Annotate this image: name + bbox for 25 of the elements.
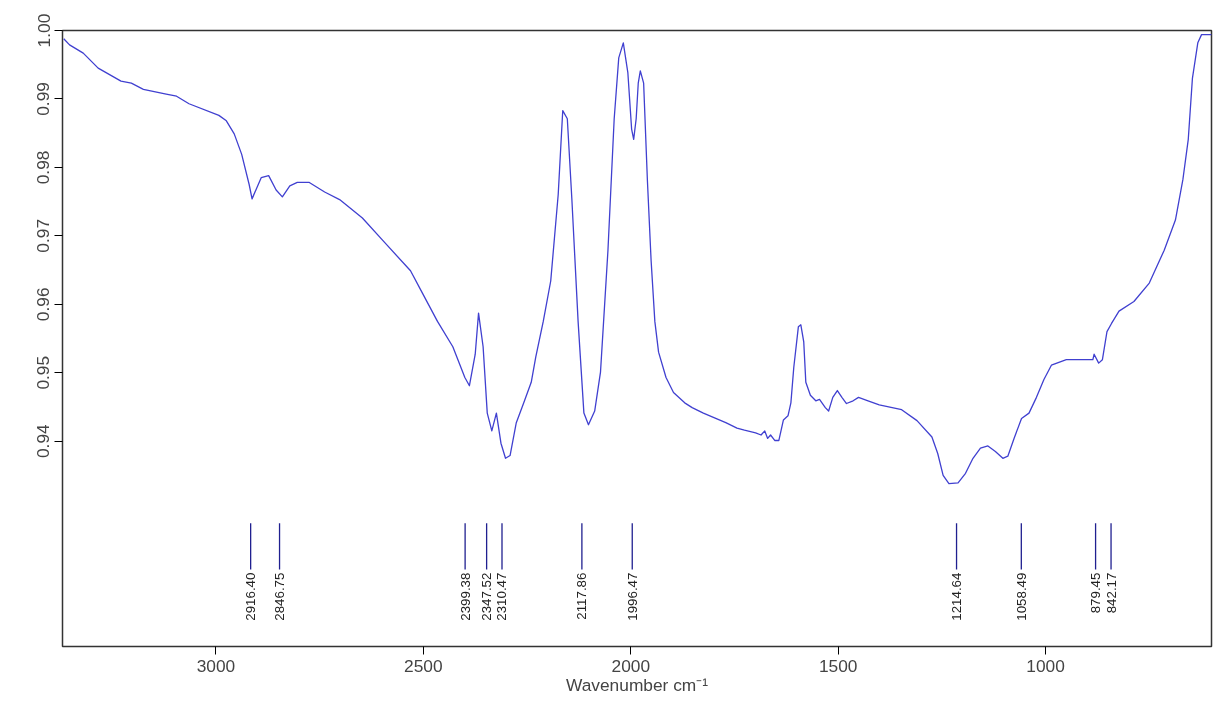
x-tick-label: 1500 (818, 655, 858, 676)
y-tick-label: 1.00 (33, 13, 54, 48)
x-tick-label: 2500 (404, 655, 443, 676)
y-tick-label: 0.94 (33, 423, 54, 459)
y-tick-label: 0.98 (33, 150, 54, 185)
annotation: 879.45 (1088, 572, 1104, 614)
y-tick-label: 0.97 (33, 218, 54, 253)
x-axis-title: Wavenumber cm⁻¹ (565, 674, 709, 695)
annotation: 1214.64 (949, 571, 965, 621)
y-tick-label: 0.99 (33, 82, 54, 116)
annotation: 2399.38 (457, 572, 473, 621)
annotation: 1058.49 (1013, 572, 1029, 621)
annotation: 1996.47 (624, 572, 640, 621)
annotation: 842.17 (1103, 572, 1119, 614)
annotation: 2117.86 (574, 572, 590, 620)
x-tick-label: 1000 (1026, 655, 1065, 676)
y-tick-label: 0.95 (33, 355, 54, 390)
line-series (63, 33, 1212, 485)
annotation: 2916.40 (243, 572, 259, 621)
x-tick-label: 2000 (611, 655, 651, 676)
annotation: 2310.47 (494, 572, 510, 621)
y-tick-label: 0.96 (33, 287, 54, 322)
x-tick-label: 3000 (196, 655, 236, 676)
annotation: 2846.75 (272, 572, 288, 621)
annotation: 2347.52 (479, 572, 495, 621)
